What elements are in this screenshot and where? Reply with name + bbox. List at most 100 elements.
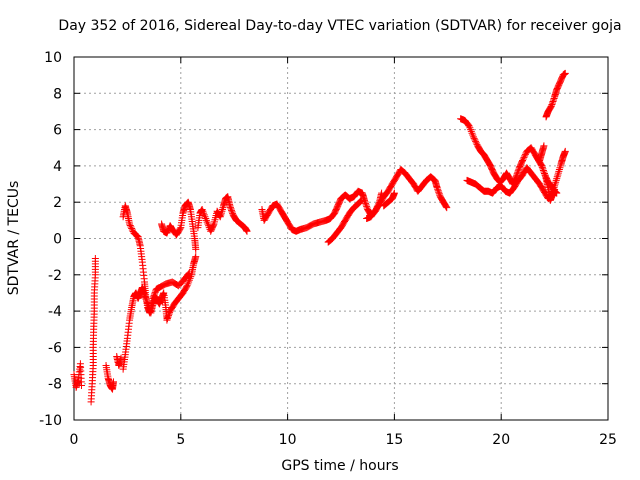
data-point	[228, 206, 236, 214]
data-point	[551, 180, 559, 188]
data-point	[362, 201, 370, 209]
y-tick-label: -8	[48, 377, 62, 393]
y-tick-label: 10	[44, 50, 62, 66]
data-point	[216, 213, 224, 221]
data-point	[151, 290, 159, 298]
data-point	[185, 269, 193, 277]
data-point	[434, 185, 442, 193]
data-point	[201, 213, 209, 221]
data-point	[546, 104, 554, 112]
data-point	[556, 164, 564, 172]
data-point	[539, 165, 547, 173]
data-point	[470, 134, 478, 142]
data-point	[540, 168, 548, 176]
data-point	[226, 202, 234, 210]
data-point	[435, 190, 443, 198]
data-point	[371, 207, 379, 215]
data-point	[467, 127, 475, 135]
y-tick-label: -6	[48, 340, 62, 356]
y-axis-title: SDTVAR / TECUs	[6, 181, 22, 296]
y-tick-label: 2	[53, 195, 62, 211]
data-point	[554, 169, 562, 177]
data-point	[514, 168, 522, 176]
data-point	[283, 216, 291, 224]
data-point	[199, 207, 207, 215]
data-point	[539, 166, 547, 174]
data-point	[443, 204, 451, 212]
data-point	[538, 162, 546, 170]
grid	[74, 57, 608, 420]
data-point	[163, 315, 171, 323]
data-point	[117, 354, 125, 362]
data-point	[128, 225, 136, 233]
data-point	[469, 131, 477, 139]
data-point	[209, 221, 217, 229]
data-point	[548, 100, 556, 108]
y-tick-label: 4	[53, 159, 62, 175]
data-point	[192, 253, 200, 261]
data-point	[149, 294, 157, 302]
data-point	[561, 69, 569, 77]
data-point	[538, 163, 546, 171]
data-point	[185, 276, 193, 284]
data-markers	[70, 69, 569, 406]
data-point	[434, 187, 442, 195]
data-point	[77, 382, 85, 390]
data-point	[556, 162, 564, 170]
data-point	[164, 313, 172, 321]
data-point	[442, 202, 450, 210]
data-point	[176, 225, 184, 233]
data-point	[521, 150, 529, 158]
data-point	[217, 211, 225, 219]
y-tick-label: 8	[53, 86, 62, 102]
data-point	[555, 167, 563, 175]
data-point	[548, 99, 556, 107]
data-point	[218, 207, 226, 215]
data-point	[204, 220, 212, 228]
x-tick-label: 25	[599, 432, 617, 448]
data-point	[226, 203, 234, 211]
data-point	[218, 205, 226, 213]
data-point	[227, 205, 235, 213]
data-point	[357, 196, 365, 204]
data-point	[91, 254, 99, 262]
data-point	[552, 178, 560, 186]
data-point	[554, 171, 562, 179]
data-point	[521, 152, 529, 160]
data-point	[540, 142, 548, 150]
data-point	[466, 124, 474, 132]
data-point	[128, 226, 136, 234]
chart-title: Day 352 of 2016, Sidereal Day-to-day VTE…	[58, 18, 621, 34]
data-point	[471, 136, 479, 144]
data-point	[390, 189, 398, 197]
axis-ticks: 0 5 10 15 20 25 -10 -8 -6 -4 -2 0 2 4 6 8 10	[39, 50, 617, 448]
data-point	[198, 205, 206, 213]
data-point	[373, 204, 381, 212]
data-point	[435, 188, 443, 196]
x-tick-label: 5	[176, 432, 185, 448]
data-point	[217, 209, 225, 217]
data-point	[472, 137, 480, 145]
data-point	[551, 185, 559, 193]
data-point	[243, 227, 251, 235]
data-point	[202, 215, 210, 223]
data-point	[469, 133, 477, 141]
data-point	[433, 184, 441, 192]
data-point	[203, 218, 211, 226]
data-point	[552, 176, 560, 184]
x-tick-label: 20	[492, 432, 510, 448]
data-point	[126, 220, 134, 228]
data-point	[219, 204, 227, 212]
data-point	[537, 160, 545, 168]
data-point	[472, 139, 480, 147]
data-point	[150, 293, 158, 301]
data-point	[150, 291, 158, 299]
data-point	[547, 102, 555, 110]
data-point	[513, 171, 521, 179]
data-point	[467, 126, 475, 134]
data-point	[374, 201, 382, 209]
data-point	[356, 198, 364, 206]
data-point	[549, 97, 557, 105]
data-point	[555, 166, 563, 174]
